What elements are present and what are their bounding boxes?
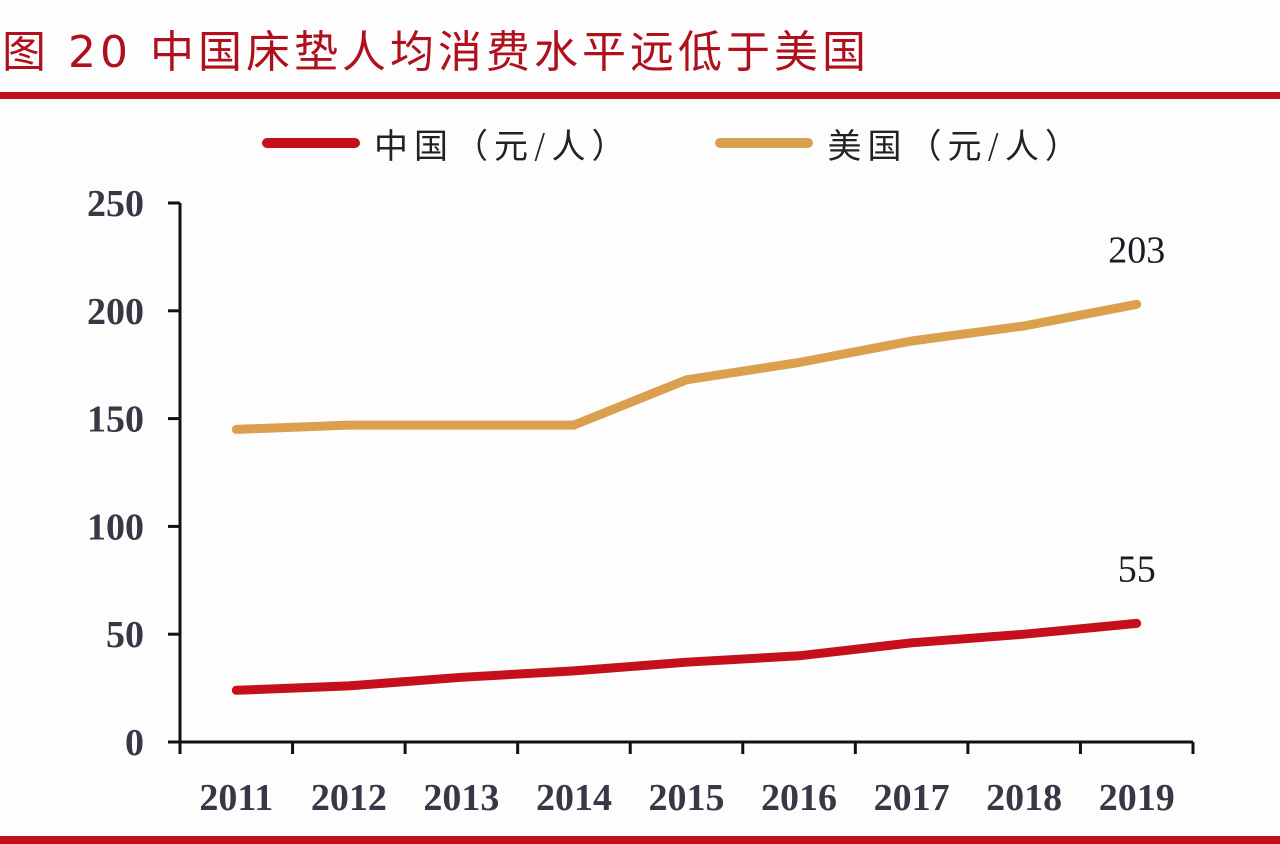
y-tick-label: 200	[87, 291, 144, 333]
x-tick-label: 2013	[423, 777, 499, 819]
series-line	[231, 618, 1142, 695]
legend-item-usa: 美国（元/人）	[715, 119, 1084, 168]
y-tick-label: 150	[87, 399, 144, 441]
chart-legend: 中国（元/人） 美国（元/人）	[262, 118, 1169, 168]
x-tick-label: 2016	[761, 777, 837, 819]
legend-item-china: 中国（元/人）	[262, 119, 631, 168]
x-tick-label: 2018	[986, 777, 1062, 819]
x-tick-label: 2019	[1099, 777, 1175, 819]
y-tick-label: 250	[87, 183, 144, 225]
x-tick-label: 2011	[199, 777, 273, 819]
data-label: 203	[1108, 229, 1165, 271]
x-axis-ticks: 2011 2012 2013 2014 2015 2016 2017 2018 2019	[178, 742, 1195, 819]
figure-title: 图 20 中国床垫人均消费水平远低于美国	[2, 27, 870, 78]
legend-swatch-china	[262, 138, 360, 148]
x-tick-label: 2012	[311, 777, 387, 819]
y-axis-ticks: 0 50 100 150 200 250	[87, 183, 180, 764]
legend-label-china: 中国（元/人）	[374, 126, 632, 167]
series-line	[231, 299, 1142, 434]
data-label: 55	[1118, 548, 1156, 590]
y-tick-label: 0	[125, 722, 144, 764]
title-divider	[0, 92, 1280, 99]
data-lines	[231, 299, 1142, 695]
y-tick-label: 50	[106, 614, 144, 656]
bottom-divider	[0, 836, 1280, 844]
chart-axes	[168, 203, 1193, 747]
x-tick-label: 2015	[649, 777, 725, 819]
legend-swatch-usa	[715, 138, 814, 148]
x-tick-label: 2017	[874, 777, 950, 819]
legend-label-usa: 美国（元/人）	[827, 126, 1085, 167]
y-tick-label: 100	[87, 506, 144, 548]
x-tick-label: 2014	[536, 777, 612, 819]
data-labels: 203 55	[1108, 229, 1165, 590]
